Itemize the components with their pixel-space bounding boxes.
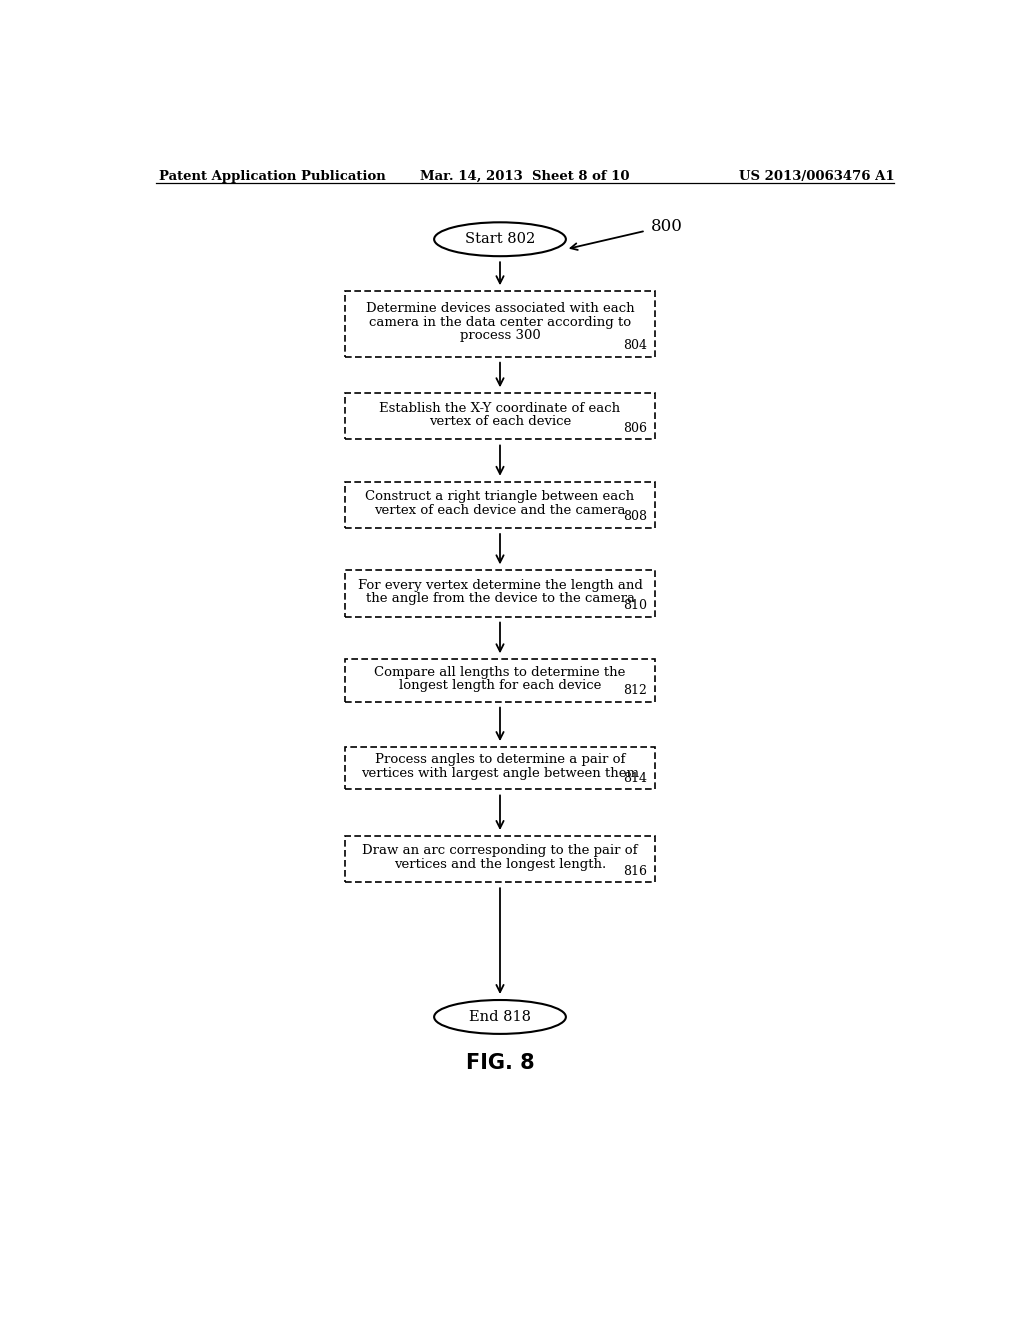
Text: 808: 808: [624, 511, 647, 524]
Text: US 2013/0063476 A1: US 2013/0063476 A1: [739, 170, 895, 183]
Text: process 300: process 300: [460, 330, 541, 342]
Text: FIG. 8: FIG. 8: [466, 1053, 535, 1073]
Text: 804: 804: [624, 339, 647, 352]
FancyBboxPatch shape: [345, 482, 655, 528]
Text: Compare all lengths to determine the: Compare all lengths to determine the: [375, 665, 626, 678]
FancyBboxPatch shape: [345, 747, 655, 789]
Text: 810: 810: [624, 599, 647, 612]
Text: Construct a right triangle between each: Construct a right triangle between each: [366, 490, 635, 503]
Text: Draw an arc corresponding to the pair of: Draw an arc corresponding to the pair of: [362, 845, 638, 857]
Text: the angle from the device to the camera: the angle from the device to the camera: [366, 593, 635, 605]
Text: vertices and the longest length.: vertices and the longest length.: [394, 858, 606, 871]
Text: End 818: End 818: [469, 1010, 531, 1024]
Text: Mar. 14, 2013  Sheet 8 of 10: Mar. 14, 2013 Sheet 8 of 10: [420, 170, 630, 183]
Ellipse shape: [434, 222, 566, 256]
FancyBboxPatch shape: [345, 292, 655, 356]
Text: vertex of each device: vertex of each device: [429, 414, 571, 428]
Text: longest length for each device: longest length for each device: [398, 680, 601, 692]
FancyBboxPatch shape: [345, 836, 655, 882]
Ellipse shape: [434, 1001, 566, 1034]
FancyBboxPatch shape: [345, 570, 655, 616]
Text: For every vertex determine the length and: For every vertex determine the length an…: [357, 578, 642, 591]
Text: 814: 814: [624, 772, 647, 785]
FancyBboxPatch shape: [345, 659, 655, 702]
Text: Process angles to determine a pair of: Process angles to determine a pair of: [375, 754, 626, 767]
Text: Start 802: Start 802: [465, 232, 536, 247]
Text: Establish the X-Y coordinate of each: Establish the X-Y coordinate of each: [380, 401, 621, 414]
Text: 812: 812: [624, 684, 647, 697]
Text: Determine devices associated with each: Determine devices associated with each: [366, 302, 634, 315]
Text: Patent Application Publication: Patent Application Publication: [159, 170, 386, 183]
Text: 806: 806: [624, 422, 647, 434]
Text: vertices with largest angle between them: vertices with largest angle between them: [361, 767, 639, 780]
Text: 800: 800: [651, 218, 683, 235]
Text: 816: 816: [624, 865, 647, 878]
FancyBboxPatch shape: [345, 393, 655, 440]
Text: camera in the data center according to: camera in the data center according to: [369, 315, 631, 329]
Text: vertex of each device and the camera: vertex of each device and the camera: [374, 504, 626, 516]
